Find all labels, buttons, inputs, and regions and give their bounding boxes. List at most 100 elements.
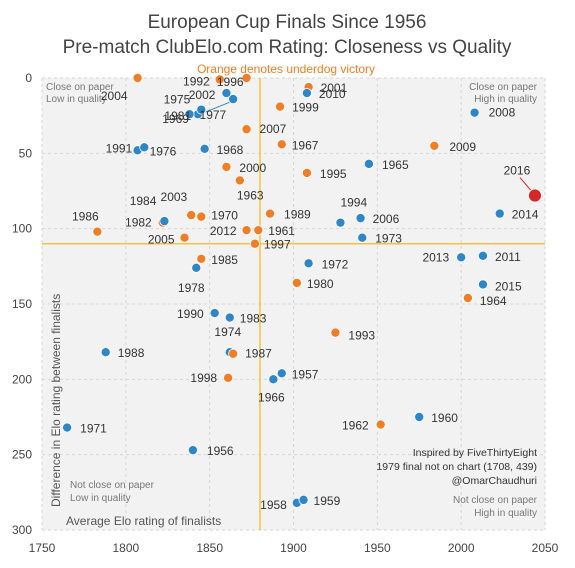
data-label-2011: 2011	[495, 250, 521, 264]
x-tick-label: 1850	[196, 541, 223, 555]
x-tick-label: 2000	[448, 541, 475, 555]
data-point-1980	[291, 277, 302, 288]
data-label-1970: 1970	[211, 209, 238, 223]
data-point-2009	[429, 140, 440, 151]
data-label-1977: 1977	[200, 108, 227, 122]
data-label-1957: 1957	[292, 367, 319, 381]
data-label-2005: 2005	[148, 233, 175, 247]
data-point-1973	[357, 232, 368, 243]
data-point-2006	[355, 213, 366, 224]
data-point-1960	[414, 411, 425, 422]
data-label-1988: 1988	[118, 346, 145, 360]
data-label-1967: 1967	[292, 138, 319, 152]
data-point-2007	[241, 124, 252, 135]
data-label-1973: 1973	[375, 232, 402, 246]
data-label-1965: 1965	[382, 158, 409, 172]
data-label-2004: 2004	[101, 89, 128, 103]
corner-top-right-1: Close on paper	[469, 82, 537, 93]
data-label-1981: 1981	[164, 109, 191, 123]
data-label-1956: 1956	[207, 444, 234, 458]
y-tick-label: 250	[12, 448, 32, 462]
data-label-2008: 2008	[489, 106, 516, 120]
y-tick-label: 150	[12, 297, 32, 311]
data-label-1968: 1968	[217, 143, 244, 157]
data-point-1963	[234, 175, 245, 186]
data-label-1958: 1958	[260, 498, 287, 512]
data-point-1995	[301, 167, 312, 178]
data-label-1991: 1991	[106, 141, 133, 155]
data-point-1968	[199, 143, 210, 154]
data-label-1995: 1995	[320, 167, 347, 181]
data-point-1985	[196, 253, 207, 264]
corner-bottom-right-1: Not close on paper	[453, 495, 538, 506]
y-tick-label: 300	[12, 523, 32, 537]
data-point-1971	[62, 422, 73, 433]
data-point-1965	[363, 158, 374, 169]
data-point-1996	[241, 73, 252, 84]
corner-bottom-right-2: High in quality	[474, 508, 537, 519]
data-label-2002: 2002	[189, 88, 216, 102]
data-label-2015: 2015	[495, 279, 522, 293]
data-point-1962	[375, 419, 386, 430]
data-point-1966	[268, 374, 279, 385]
data-point-1981	[228, 94, 239, 105]
chart-title: European Cup Finals Since 1956	[148, 12, 427, 33]
x-tick-label: 1900	[280, 541, 307, 555]
data-label-1962: 1962	[342, 419, 369, 433]
data-label-1997: 1997	[264, 238, 291, 252]
data-point-1970	[196, 211, 207, 222]
x-tick-label: 1800	[112, 541, 139, 555]
data-label-1963: 1963	[237, 188, 264, 202]
data-label-1975: 1975	[164, 93, 191, 107]
data-point-2013	[456, 252, 467, 263]
data-label-1966: 1966	[258, 390, 285, 404]
data-point-1987	[228, 348, 239, 359]
data-point-1983	[224, 312, 235, 323]
data-point-2011	[477, 250, 488, 261]
y-tick-label: 100	[12, 222, 32, 236]
data-label-2001: 2001	[321, 81, 348, 95]
data-label-1976: 1976	[150, 144, 177, 158]
axis-ticks: 1750 1800 1850 1900 1950 2000 2050 0 50 100 150 200…	[12, 71, 559, 555]
x-tick-label: 2050	[532, 541, 559, 555]
data-point-1956	[187, 445, 198, 456]
chart-subtitle: Pre-match ClubElo.com Rating: Closeness …	[63, 37, 512, 58]
data-label-2003: 2003	[161, 190, 188, 204]
data-label-2009: 2009	[449, 140, 476, 154]
data-label-2014: 2014	[512, 208, 539, 222]
data-label-1992: 1992	[183, 75, 210, 89]
data-label-2007: 2007	[260, 122, 287, 136]
data-point-1984	[159, 216, 170, 227]
leader-line-2016	[519, 177, 533, 192]
plot-area	[42, 78, 545, 530]
data-label-2006: 2006	[373, 212, 400, 226]
y-tick-label: 50	[19, 146, 33, 160]
corner-top-left-2: Low in quality	[46, 94, 107, 105]
data-label-1986: 1986	[72, 210, 99, 224]
data-label-1971: 1971	[80, 422, 107, 436]
data-label-1994: 1994	[340, 196, 367, 210]
data-label-1998: 1998	[190, 371, 217, 385]
corner-top-left-1: Close on paper	[46, 82, 114, 93]
data-label-1990: 1990	[177, 307, 204, 321]
underdog-note: Orange denotes underdog victory	[197, 62, 375, 76]
y-tick-label: 0	[25, 71, 32, 85]
data-point-2010	[301, 88, 312, 99]
data-point-2003	[186, 210, 197, 221]
credit-line-2: 1979 final not on chart (1708, 439)	[376, 461, 537, 473]
data-point-1986	[92, 226, 103, 237]
data-point-2015	[477, 279, 488, 290]
reference-lines	[42, 78, 545, 530]
data-point-1964	[462, 292, 473, 303]
data-point-1990	[209, 308, 220, 319]
credit-line-1: Inspired by FiveThirtyEight	[413, 447, 537, 459]
corner-bottom-left-2: Low in quality	[70, 493, 131, 504]
data-label-1972: 1972	[322, 257, 349, 271]
data-point-2016	[528, 188, 542, 203]
data-point-1989	[265, 208, 276, 219]
data-point-1991	[139, 142, 150, 153]
data-point-1977	[184, 109, 195, 120]
data-point-1957	[276, 368, 287, 379]
corner-bottom-left-1: Not close on paper	[70, 480, 155, 491]
data-label-2016: 2016	[504, 164, 531, 178]
